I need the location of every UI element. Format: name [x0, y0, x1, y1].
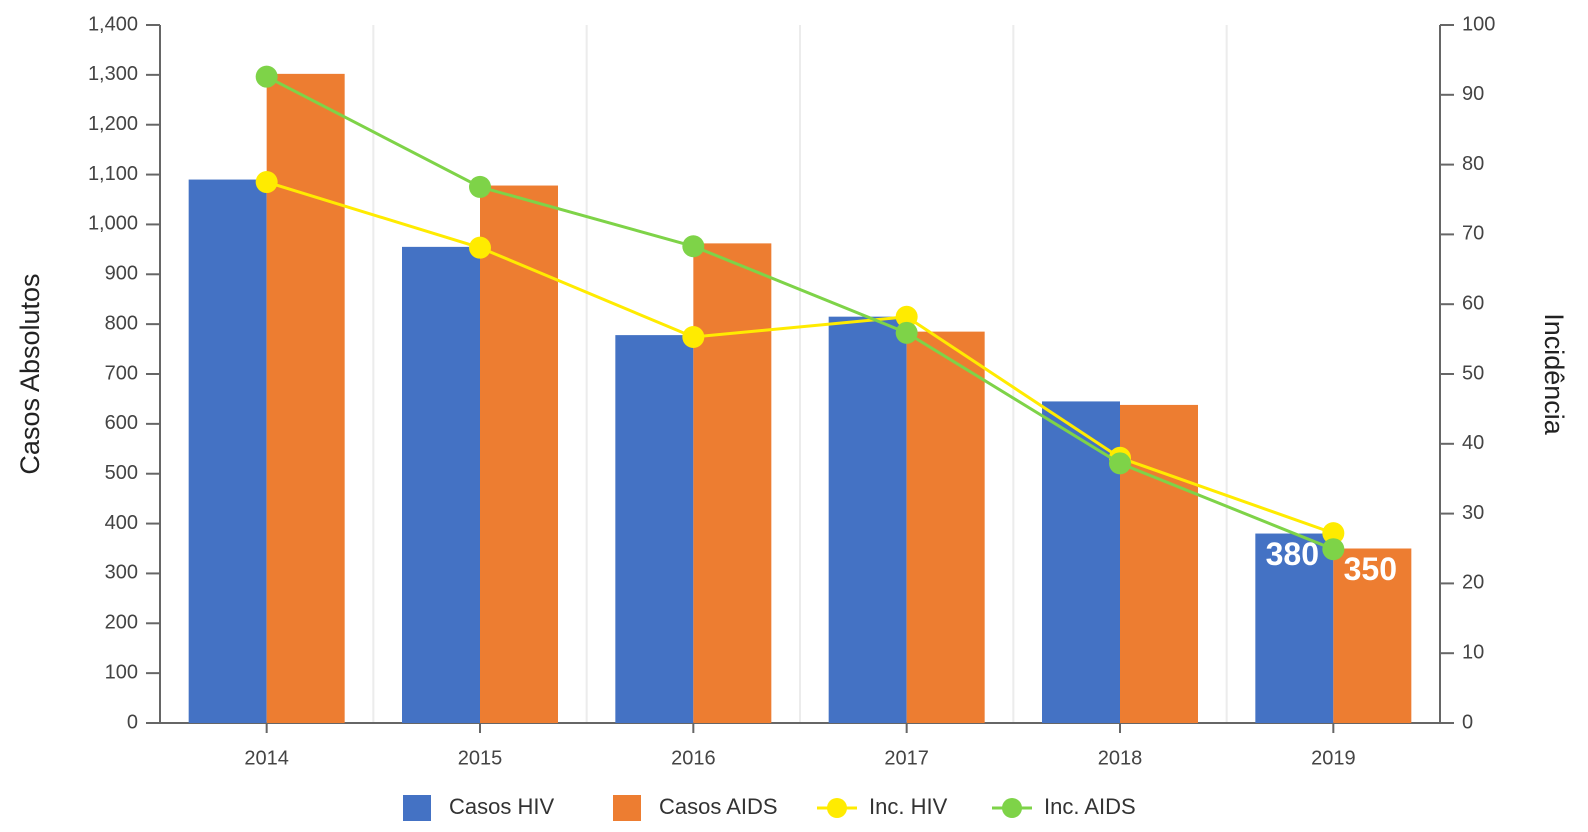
point: [682, 235, 705, 258]
line: [265, 75, 1334, 551]
y-tick-label: 900: [105, 263, 138, 285]
y-tick-label: 1,000: [88, 213, 138, 235]
y-tick-label: 1,300: [88, 63, 138, 85]
y-tick-label: 600: [105, 412, 138, 434]
point: [895, 305, 918, 328]
y2-tick-label: 100: [1462, 13, 1495, 35]
x-tick-label: 2014: [244, 747, 289, 769]
y2-tick-label: 30: [1462, 502, 1484, 524]
y-tick-label: 1,200: [88, 113, 138, 135]
x-tick-label: 2018: [1098, 747, 1143, 769]
y-axis-title: Casos Absolutos: [15, 273, 45, 474]
y2-tick-label: 0: [1462, 711, 1473, 733]
y2-tick-label: 70: [1462, 223, 1484, 245]
y2-tick-label: 80: [1462, 153, 1484, 175]
y2-tick-label: 10: [1462, 641, 1484, 663]
bar: [402, 246, 480, 723]
point: [255, 65, 278, 88]
legend-label: Inc. AIDS: [1044, 794, 1136, 819]
point: [682, 326, 705, 349]
y-tick-label: 300: [105, 562, 138, 584]
point: [255, 171, 278, 194]
point: [469, 175, 491, 198]
legend-swatch: [827, 798, 847, 818]
y-tick-label: 1,400: [88, 13, 138, 35]
legend-swatch: [1002, 798, 1022, 818]
data-label: 350: [1344, 551, 1397, 587]
bar: [188, 179, 267, 724]
point: [1109, 452, 1131, 475]
point: [469, 236, 491, 259]
legend-label: Inc. HIV: [869, 794, 948, 819]
y-tick-label: 800: [105, 312, 138, 334]
y2-tick-label: 20: [1462, 572, 1484, 594]
y-tick-label: 700: [105, 362, 138, 384]
point: [1322, 538, 1345, 561]
bar: [615, 335, 694, 723]
y-tick-label: 400: [105, 512, 138, 534]
bar: [906, 331, 985, 723]
data-label: 380: [1266, 536, 1319, 572]
bar: [1120, 404, 1198, 723]
y-tick-label: 0: [127, 711, 138, 733]
line: [266, 180, 1334, 535]
y-tick-label: 200: [105, 612, 138, 634]
y2-tick-label: 50: [1462, 362, 1484, 384]
y2-tick-label: 60: [1462, 292, 1484, 314]
bar: [828, 316, 907, 723]
y-tick-label: 100: [105, 661, 138, 683]
y2-tick-label: 40: [1462, 432, 1484, 454]
bar: [1333, 548, 1412, 723]
legend-swatch: [613, 795, 641, 821]
point: [1322, 522, 1345, 545]
y2-axis-title: Incidência: [1539, 313, 1569, 436]
x-tick-label: 2015: [458, 747, 503, 769]
legend-swatch: [403, 795, 431, 821]
bar: [693, 243, 772, 724]
bar: [1255, 533, 1334, 723]
bar: [266, 73, 345, 724]
bar: [480, 185, 558, 724]
x-tick-label: 2016: [671, 747, 716, 769]
x-tick-label: 2017: [884, 747, 929, 769]
y-tick-label: 1,100: [88, 163, 138, 185]
y-tick-label: 500: [105, 462, 138, 484]
legend-label: Casos AIDS: [659, 794, 778, 819]
point: [895, 321, 918, 344]
legend-label: Casos HIV: [449, 794, 554, 819]
y2-tick-label: 90: [1462, 83, 1484, 105]
x-tick-label: 2019: [1311, 747, 1356, 769]
